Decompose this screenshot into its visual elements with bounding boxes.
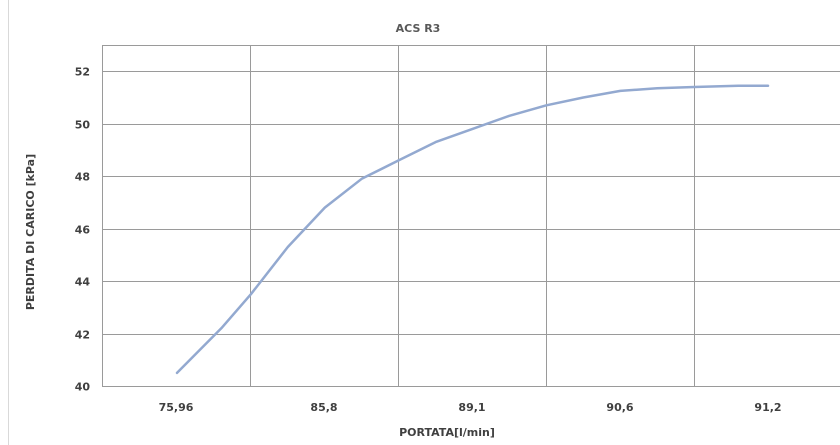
y-tick-label: 46 xyxy=(75,224,91,237)
y-tick-label: 50 xyxy=(75,119,91,132)
y-tick-label: 40 xyxy=(75,381,91,394)
grid xyxy=(8,0,840,445)
series-line xyxy=(175,84,770,375)
x-tick-label: 75,96 xyxy=(159,401,194,414)
x-tick-label: 90,6 xyxy=(606,401,633,414)
tick-labels: 40 42 44 46 48 50 52 75,96 85,8 89,1 90,6 91,2 xyxy=(75,66,782,415)
y-tick-label: 44 xyxy=(75,276,91,289)
series-layer xyxy=(175,84,770,375)
y-axis-title: PERDITA DI CARICO [kPa] xyxy=(24,154,37,310)
y-tick-label: 48 xyxy=(75,171,90,184)
y-tick-label: 42 xyxy=(75,329,90,342)
x-tick-label: 85,8 xyxy=(310,401,337,414)
chart-title: ACS R3 xyxy=(396,22,441,35)
y-tick-label: 52 xyxy=(75,66,90,79)
x-axis-title: PORTATA[l/min] xyxy=(399,426,495,439)
x-tick-label: 91,2 xyxy=(754,401,781,414)
x-tick-label: 89,1 xyxy=(458,401,485,414)
